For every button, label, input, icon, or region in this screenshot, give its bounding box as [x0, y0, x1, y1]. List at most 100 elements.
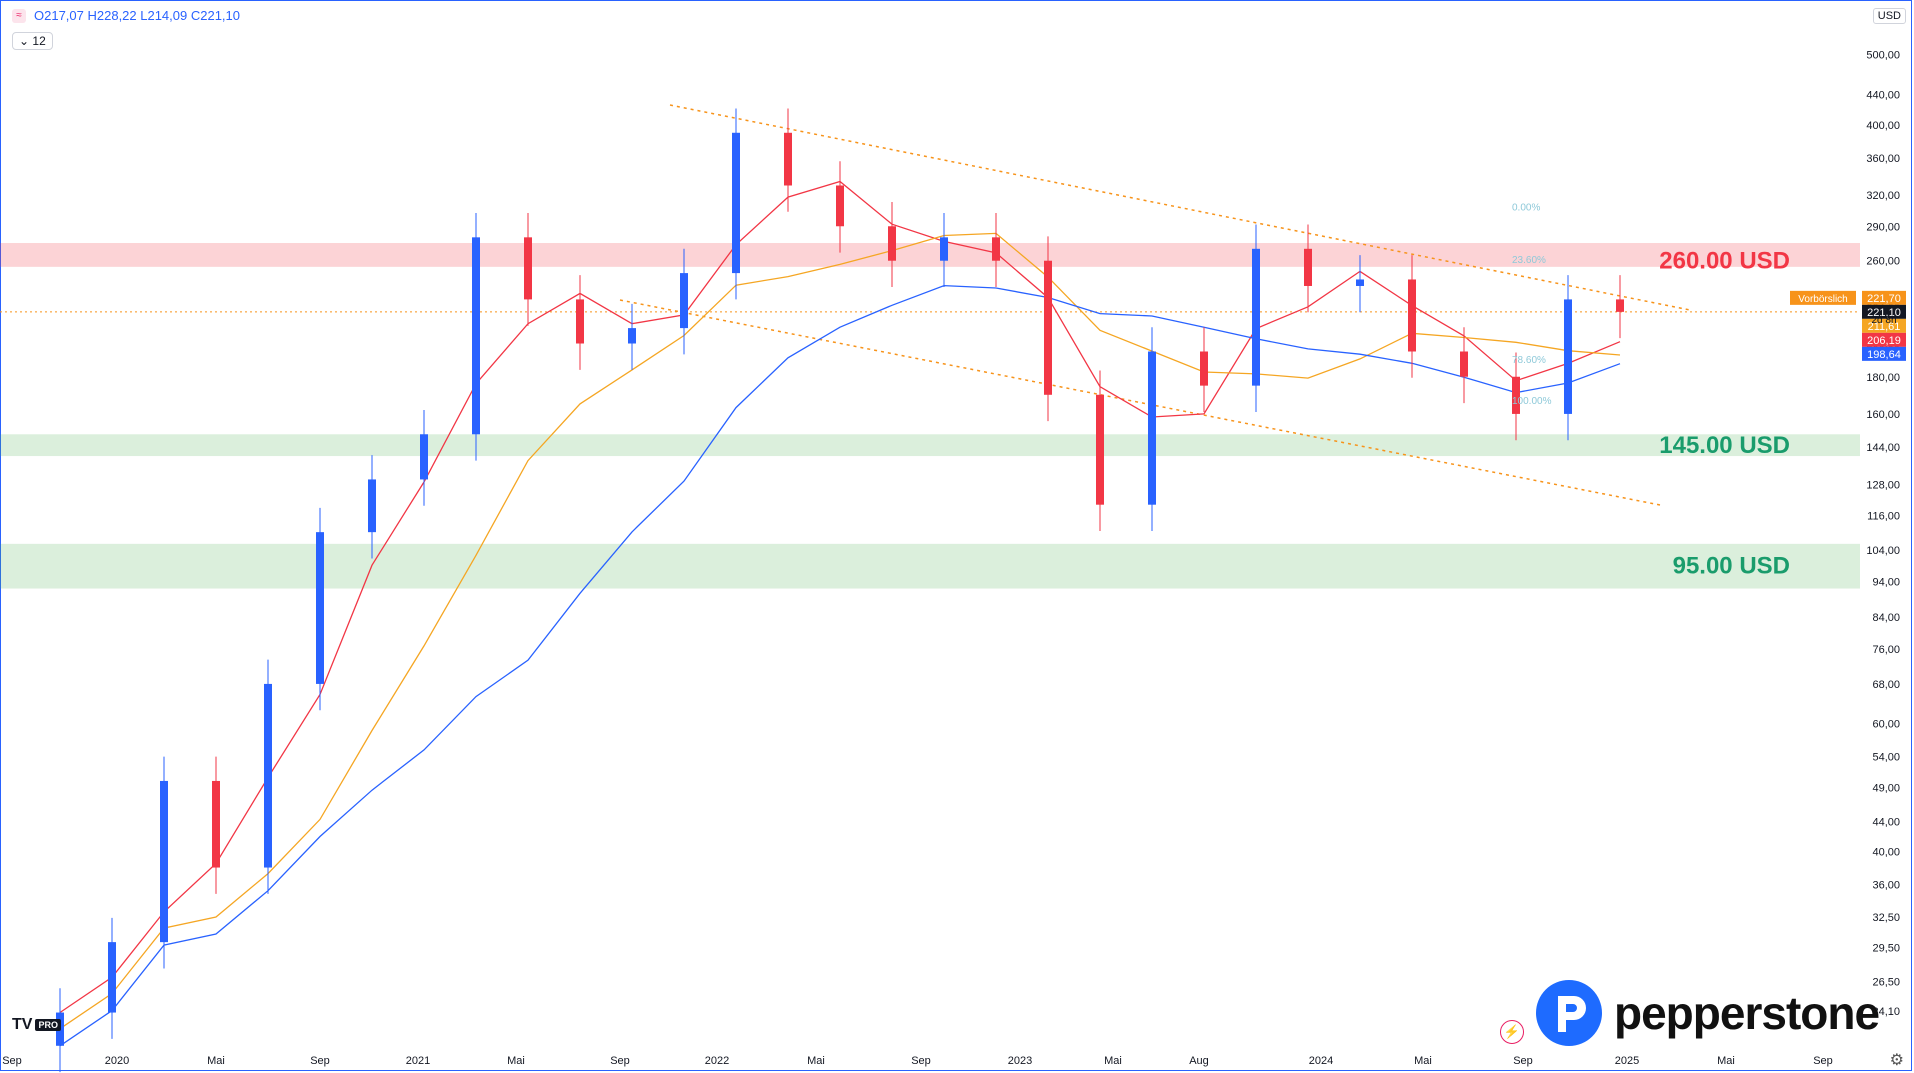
ma-long-line: [59, 284, 1621, 1047]
y-tick-label: 84,00: [1872, 612, 1900, 624]
y-tick-label: 160,00: [1866, 409, 1900, 421]
tradingview-logo: TV PRO: [12, 1016, 61, 1034]
y-tick-label: 290,00: [1866, 221, 1900, 233]
candle-body: [576, 299, 584, 344]
channel-lower-line: [619, 299, 1661, 506]
x-tick-label: Sep: [1513, 1055, 1533, 1067]
x-tick-label: Sep: [911, 1055, 931, 1067]
interval-selector[interactable]: ⌄ 12: [12, 32, 53, 50]
y-tick-label: 26,50: [1872, 976, 1900, 988]
ma3-price-badge-bg: [1862, 346, 1906, 361]
candle-body: [1096, 394, 1104, 505]
candle-body: [420, 434, 428, 480]
y-tick-label: 260,00: [1866, 256, 1900, 268]
y-tick-label: 500,00: [1866, 49, 1900, 61]
ma1-price-badge: 211,61: [1868, 321, 1901, 333]
candle-body: [316, 532, 324, 684]
y-tick-label: 128,00: [1866, 479, 1900, 491]
x-tick-label: 2025: [1615, 1055, 1639, 1067]
x-tick-label: 2022: [705, 1055, 729, 1067]
x-tick-label: Sep: [1813, 1055, 1833, 1067]
candle-body: [784, 132, 792, 186]
tv-pro-badge: PRO: [35, 1018, 61, 1031]
y-tick-label: 60,00: [1872, 718, 1900, 730]
tv-text: TV: [12, 1016, 33, 1033]
last-price-badge-bg: [1862, 304, 1906, 319]
y-tick-label: 49,00: [1872, 782, 1900, 794]
candle-body: [1148, 351, 1156, 505]
fib-236-label: 23.60%: [1512, 255, 1546, 266]
candle-body: [628, 328, 636, 344]
premarket-tag: Vorbörslich: [1798, 294, 1847, 305]
gear-icon[interactable]: ⚙: [1889, 1052, 1904, 1069]
y-tick-label: 36,00: [1872, 880, 1900, 892]
candle-body: [368, 479, 376, 533]
candle-body: [1200, 351, 1208, 386]
y-tick-label: 40,00: [1872, 846, 1900, 858]
x-tick-label: 2023: [1008, 1055, 1032, 1067]
interval-value: 12: [32, 34, 46, 48]
candle-body: [1356, 279, 1364, 286]
countdown-label: 2d 8h: [1871, 315, 1896, 326]
x-tick-label: Mai: [1104, 1055, 1122, 1067]
candle-body: [1616, 299, 1624, 312]
candle-body: [940, 237, 948, 261]
candle-body: [264, 683, 272, 868]
currency-selector[interactable]: USD: [1872, 8, 1906, 24]
level-95-label: 95.00 USD: [1673, 552, 1790, 579]
x-tick-label: 2024: [1309, 1055, 1333, 1067]
channel-upper-line: [669, 104, 1691, 311]
ma-short-line: [59, 180, 1621, 1014]
ma2-price-badge: 206,19: [1867, 335, 1901, 347]
ma1-price-badge-bg: [1862, 318, 1906, 333]
x-tick-label: Mai: [507, 1055, 525, 1067]
y-tick-label: 29,50: [1872, 942, 1900, 954]
candle-body: [160, 780, 168, 943]
candle-body: [1304, 248, 1312, 286]
candle-body: [992, 237, 1000, 261]
y-tick-label: 94,00: [1872, 577, 1900, 589]
candle-body: [836, 185, 844, 227]
y-tick-label: 104,00: [1866, 545, 1900, 557]
fib-100-label: 100.00%: [1512, 396, 1552, 407]
fib-786-label: 78.60%: [1512, 355, 1546, 366]
pepperstone-logo: pepperstone: [1534, 978, 1880, 1048]
ohlc-values: O217,07 H228,22 L214,09 C221,10: [34, 8, 241, 23]
level-145-label: 145.00 USD: [1659, 432, 1790, 459]
x-tick-label: Aug: [1189, 1055, 1209, 1067]
candle-body: [524, 237, 532, 300]
candle-body: [732, 132, 740, 274]
x-tick-label: Sep: [610, 1055, 630, 1067]
pepperstone-mark-icon: [1536, 980, 1602, 1046]
y-tick-label: 68,00: [1872, 679, 1900, 691]
level-260-label: 260.00 USD: [1659, 248, 1790, 275]
y-tick-label: 320,00: [1866, 190, 1900, 202]
y-tick-label: 44,00: [1872, 816, 1900, 828]
candle-body: [680, 273, 688, 329]
premarket-tag-bg: [1790, 290, 1856, 305]
last-price-badge: 221,10: [1867, 307, 1901, 319]
support-zone-145: [0, 434, 1860, 457]
candle-body: [1252, 248, 1260, 386]
candle-body: [1564, 299, 1572, 414]
y-tick-label: 144,00: [1866, 442, 1900, 454]
flash-icon[interactable]: ⚡: [1500, 1020, 1524, 1044]
y-tick-label: 32,50: [1872, 912, 1900, 924]
ma3-price-badge: 198,64: [1867, 349, 1901, 361]
x-tick-label: Sep: [310, 1055, 330, 1067]
premarket-price-badge-bg: [1862, 290, 1906, 305]
y-tick-label: 54,00: [1872, 752, 1900, 764]
candle-body: [472, 237, 480, 435]
x-tick-label: Mai: [207, 1055, 225, 1067]
symbol-icon[interactable]: ≈: [12, 8, 26, 23]
candle-body: [1512, 376, 1520, 414]
x-tick-label: 2020: [105, 1055, 129, 1067]
y-tick-label: 24,10: [1872, 1006, 1900, 1018]
resistance-zone: [0, 243, 1860, 267]
y-tick-label: 440,00: [1866, 90, 1900, 102]
fib-0-label: 0.00%: [1512, 202, 1540, 213]
y-tick-label: 360,00: [1866, 153, 1900, 165]
support-zone-95: [0, 543, 1860, 589]
